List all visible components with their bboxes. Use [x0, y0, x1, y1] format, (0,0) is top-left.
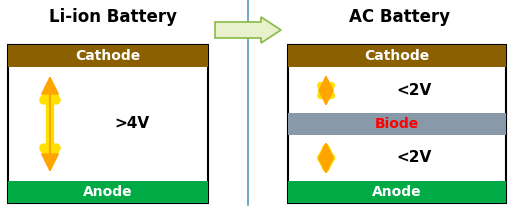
- Text: Anode: Anode: [372, 185, 422, 199]
- Bar: [8, 181, 208, 203]
- FancyArrow shape: [215, 17, 281, 43]
- Bar: [288, 45, 506, 67]
- Bar: [8, 45, 208, 67]
- Text: <2V: <2V: [397, 83, 432, 98]
- Bar: [288, 45, 506, 203]
- Bar: [288, 181, 506, 203]
- Text: Cathode: Cathode: [364, 49, 430, 63]
- Text: Biode: Biode: [375, 117, 419, 131]
- Text: Anode: Anode: [83, 185, 133, 199]
- Bar: [8, 45, 208, 203]
- Text: Cathode: Cathode: [75, 49, 141, 63]
- Bar: [288, 113, 506, 135]
- Text: AC Battery: AC Battery: [349, 8, 450, 26]
- Text: >4V: >4V: [115, 117, 150, 132]
- Text: Li-ion Battery: Li-ion Battery: [49, 8, 177, 26]
- Text: <2V: <2V: [397, 150, 432, 166]
